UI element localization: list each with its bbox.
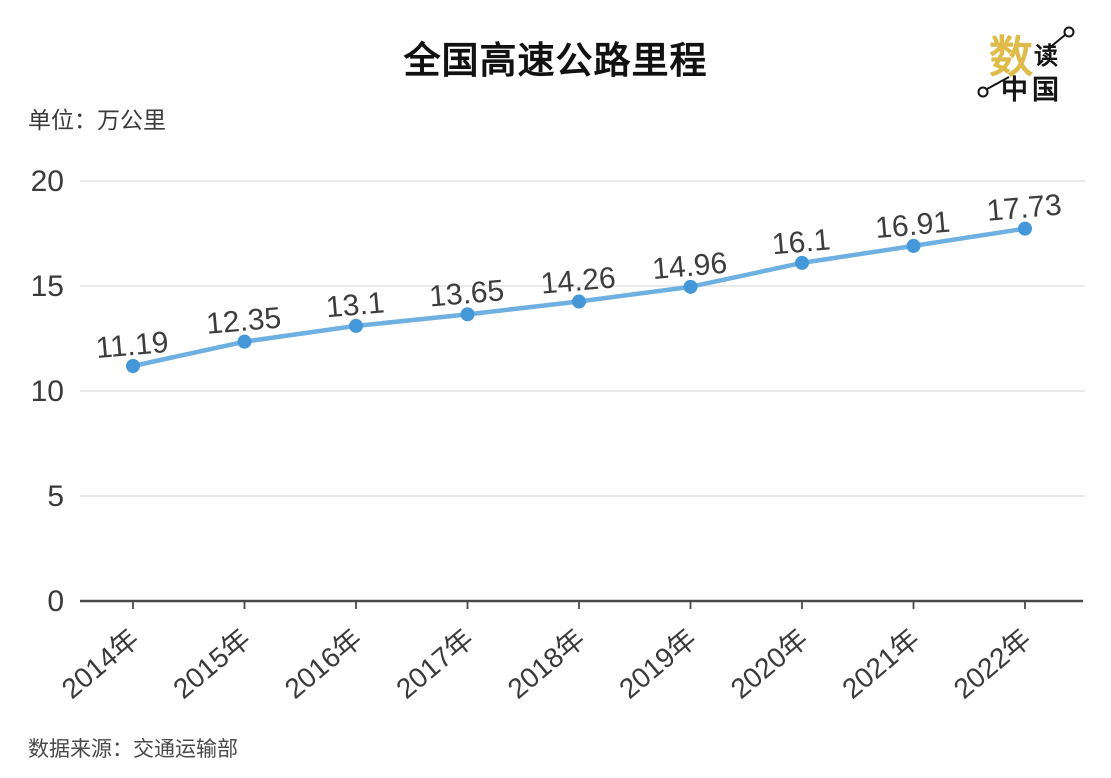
logo-trend-line-top-icon: [1047, 34, 1066, 50]
x-tick-label: 2016年: [279, 623, 368, 705]
data-point: [126, 359, 140, 374]
value-label: 16.91: [874, 206, 952, 245]
data-point: [460, 307, 475, 322]
source-label: 数据来源：交通运输部: [28, 738, 238, 761]
value-label: 12.35: [205, 301, 283, 340]
value-label: 13.1: [325, 286, 386, 324]
x-tick-label: 2018年: [502, 623, 591, 705]
x-tick-label: 2021年: [836, 623, 925, 705]
logo-graphic: 数 读 中国: [977, 26, 1075, 105]
y-tick-label: 15: [31, 270, 64, 303]
value-label: 16.1: [771, 223, 832, 261]
y-tick-label: 10: [31, 375, 64, 408]
page-title: 全国高速公路里程: [403, 40, 708, 81]
data-point: [906, 238, 921, 253]
y-tick-label: 5: [47, 480, 64, 513]
logo-char-zhongguo: 中国: [1001, 75, 1063, 105]
x-tick-label: 2014年: [56, 623, 145, 705]
logo-trend-line-bottom-icon: [986, 76, 1010, 90]
value-label: 14.26: [539, 261, 617, 300]
x-tick-label: 2015年: [167, 623, 256, 705]
value-label: 11.19: [94, 326, 169, 365]
data-point: [683, 279, 698, 294]
y-tick-label: 20: [31, 165, 64, 198]
value-label: 17.73: [985, 188, 1063, 227]
x-tick-label: 2022年: [948, 623, 1037, 705]
y-tick-label: 0: [47, 585, 64, 618]
logo-char-du: 读: [1034, 43, 1058, 70]
logo-trend-dot-top-icon: [1063, 26, 1075, 38]
logo-char-shu: 数: [989, 33, 1033, 82]
x-tick-label: 2017年: [390, 623, 479, 705]
unit-label: 单位：万公里: [28, 107, 166, 133]
data-point: [237, 334, 252, 349]
data-point: [1018, 221, 1032, 236]
data-point: [349, 318, 363, 333]
x-tick-label: 2020年: [725, 623, 814, 705]
value-label: 13.65: [428, 274, 506, 313]
logo-trend-dot-bottom-icon: [977, 86, 989, 98]
value-label: 14.96: [651, 247, 729, 286]
data-point: [795, 255, 809, 270]
x-tick-label: 2019年: [613, 623, 702, 705]
logo-shudu-zhongguo: 数 读 中国: [977, 20, 1095, 108]
data-point: [572, 294, 586, 309]
